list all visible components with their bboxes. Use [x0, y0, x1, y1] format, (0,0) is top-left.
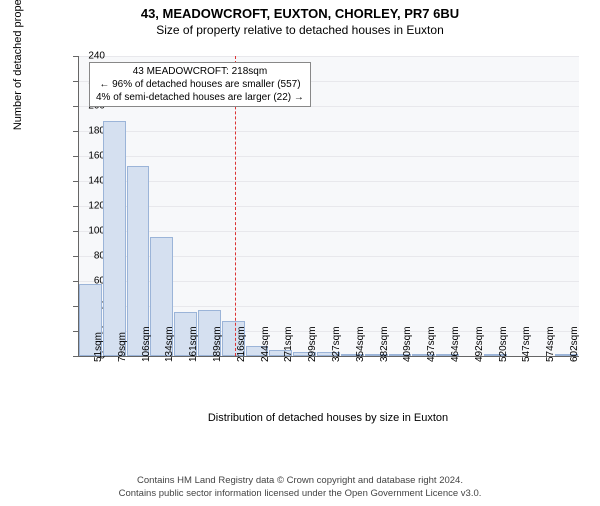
y-tick-label: 100: [75, 226, 105, 237]
gridline: [79, 231, 579, 232]
x-tick-label: 216sqm: [236, 326, 247, 362]
x-tick-label: 134sqm: [164, 326, 175, 362]
footer-line-1: Contains HM Land Registry data © Crown c…: [0, 475, 600, 487]
x-tick-label: 79sqm: [117, 332, 128, 362]
annotation-line-2: ← 96% of detached houses are smaller (55…: [96, 78, 304, 91]
chart-annotation: 43 MEADOWCROFT: 218sqm ← 96% of detached…: [89, 62, 311, 107]
x-tick-label: 271sqm: [283, 326, 294, 362]
chart-container: 020406080100120140160180200220240 43 MEA…: [48, 56, 578, 396]
x-tick-label: 382sqm: [379, 326, 390, 362]
y-tick-label: 140: [75, 176, 105, 187]
y-tick-label: 160: [75, 151, 105, 162]
x-tick-label: 602sqm: [569, 326, 580, 362]
x-tick-label: 409sqm: [402, 326, 413, 362]
page-title: 43, MEADOWCROFT, EUXTON, CHORLEY, PR7 6B…: [0, 6, 600, 21]
x-tick-label: 574sqm: [545, 326, 556, 362]
gridline: [79, 156, 579, 157]
annotation-line-3: 4% of semi-detached houses are larger (2…: [96, 91, 304, 104]
gridline: [79, 206, 579, 207]
x-tick-label: 244sqm: [260, 326, 271, 362]
histogram-bar: [103, 121, 126, 356]
plot-area: 020406080100120140160180200220240 43 MEA…: [78, 56, 579, 357]
x-tick-label: 492sqm: [474, 326, 485, 362]
x-tick-label: 354sqm: [355, 326, 366, 362]
x-tick-label: 106sqm: [141, 326, 152, 362]
footer: Contains HM Land Registry data © Crown c…: [0, 475, 600, 500]
gridline: [79, 181, 579, 182]
x-tick-label: 51sqm: [93, 332, 104, 362]
gridline: [79, 131, 579, 132]
x-axis-label: Distribution of detached houses by size …: [48, 412, 600, 424]
x-tick-label: 189sqm: [212, 326, 223, 362]
page-subtitle: Size of property relative to detached ho…: [0, 23, 600, 37]
x-tick-label: 547sqm: [521, 326, 532, 362]
y-tick-label: 240: [75, 51, 105, 62]
x-tick-label: 327sqm: [331, 326, 342, 362]
x-tick-label: 161sqm: [188, 326, 199, 362]
footer-line-2: Contains public sector information licen…: [0, 488, 600, 500]
x-tick-label: 437sqm: [426, 326, 437, 362]
gridline: [79, 56, 579, 57]
annotation-line-1: 43 MEADOWCROFT: 218sqm: [96, 65, 304, 78]
x-tick-label: 520sqm: [498, 326, 509, 362]
x-tick-label: 464sqm: [450, 326, 461, 362]
y-tick-label: 120: [75, 201, 105, 212]
y-axis-label: Number of detached properties: [12, 0, 24, 130]
x-tick-label: 299sqm: [307, 326, 318, 362]
y-tick-label: 180: [75, 126, 105, 137]
y-tick-label: 80: [75, 251, 105, 262]
